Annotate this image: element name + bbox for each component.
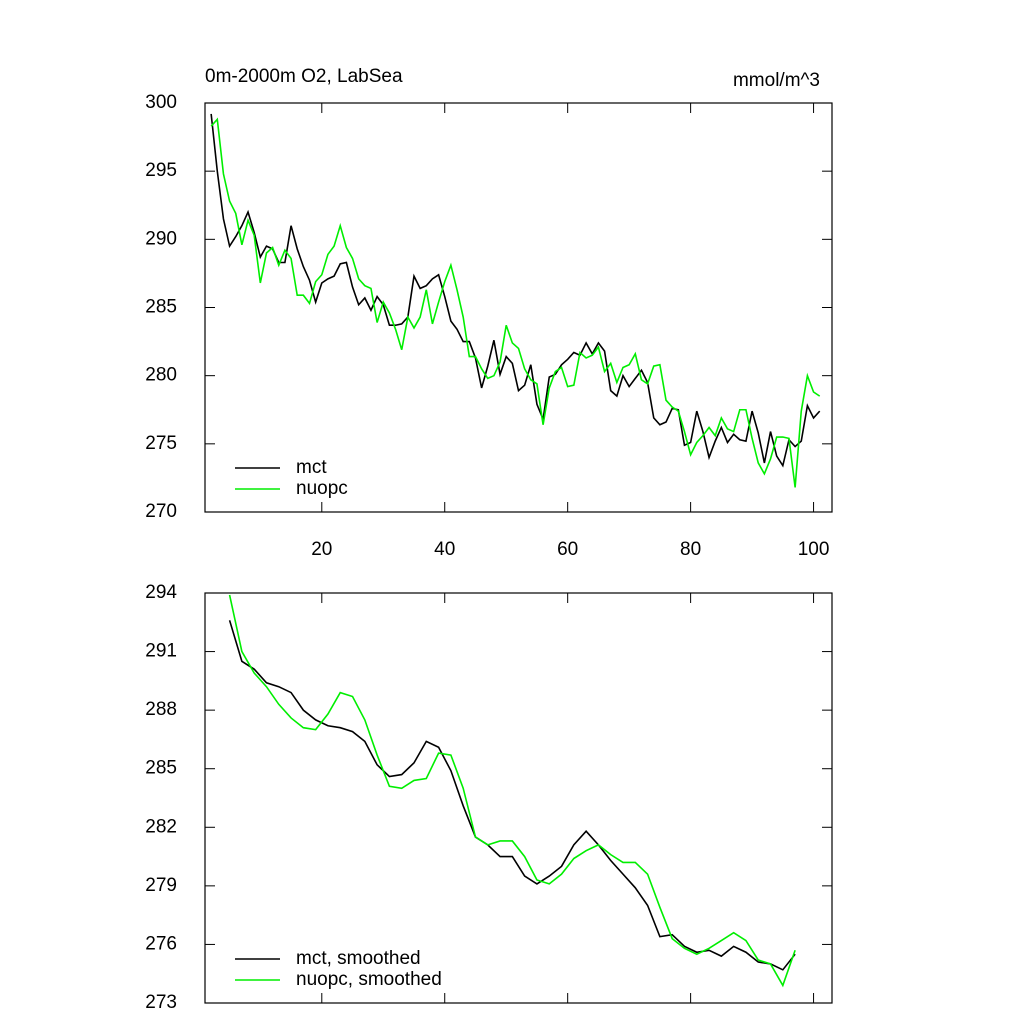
- x-tick-label: 20: [311, 539, 332, 560]
- series-line: [210, 117, 821, 488]
- legend-label: mct: [296, 457, 327, 478]
- series-line: [228, 594, 796, 988]
- y-tick-label: 276: [145, 933, 177, 954]
- y-tick-label: 280: [145, 365, 177, 386]
- plot-frame: [204, 592, 833, 1004]
- x-tick-label: 80: [680, 539, 701, 560]
- y-tick-label: 285: [145, 758, 177, 779]
- y-tick-label: 275: [145, 433, 177, 454]
- legend-label: nuopc, smoothed: [296, 969, 442, 990]
- chart-title: 0m-2000m O2, LabSea: [205, 66, 403, 87]
- y-tick-label: 282: [145, 816, 177, 837]
- y-tick-label: 273: [145, 992, 177, 1013]
- y-tick-label: 285: [145, 297, 177, 318]
- units-label: mmol/m^3: [733, 70, 820, 91]
- y-tick-label: 295: [145, 160, 177, 181]
- y-tick-label: 270: [145, 501, 177, 522]
- legend-label: mct, smoothed: [296, 948, 421, 969]
- y-tick-label: 290: [145, 228, 177, 249]
- y-tick-label: 294: [145, 582, 177, 603]
- y-tick-label: 291: [145, 641, 177, 662]
- legend-label: nuopc: [296, 478, 348, 499]
- y-tick-label: 279: [145, 875, 177, 896]
- x-tick-label: 100: [798, 539, 830, 560]
- y-tick-label: 288: [145, 699, 177, 720]
- x-tick-label: 60: [557, 539, 578, 560]
- x-tick-label: 40: [434, 539, 455, 560]
- y-tick-label: 300: [145, 92, 177, 113]
